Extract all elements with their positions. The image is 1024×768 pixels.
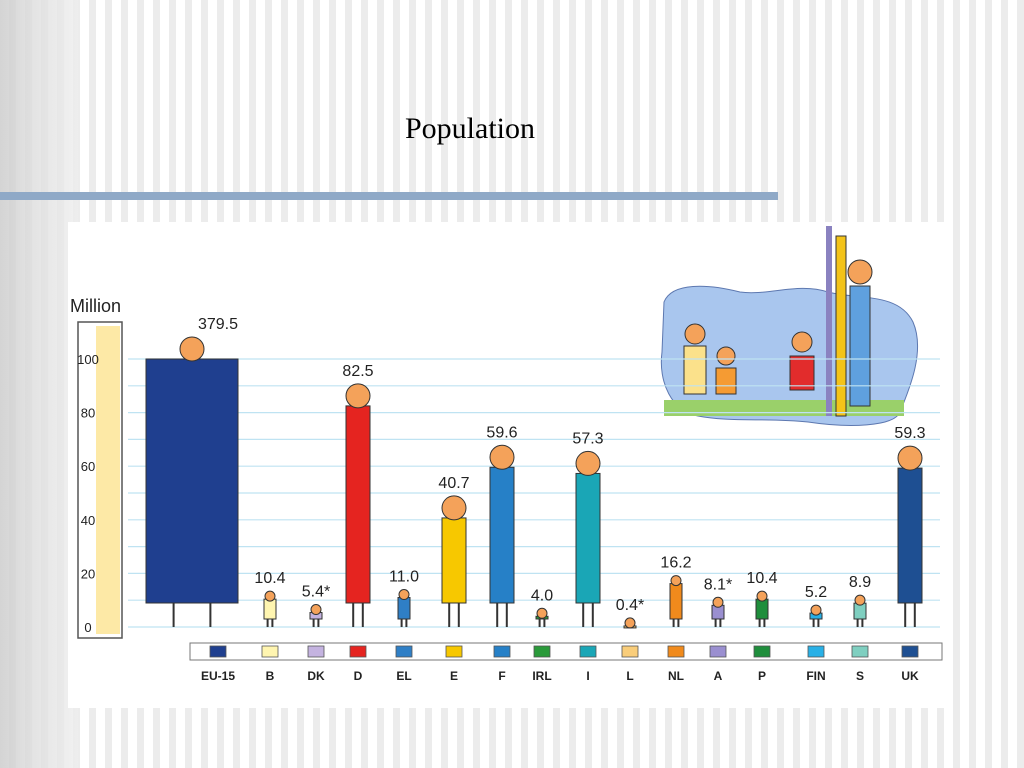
bar-uk [897, 467, 923, 604]
category-label-nl: NL [668, 669, 684, 683]
value-label-p: 10.4 [746, 570, 777, 587]
bar-head [179, 336, 205, 362]
bar-p [755, 598, 769, 620]
category-label-i: I [586, 669, 589, 683]
title-divider [0, 192, 778, 200]
category-label-d: D [354, 669, 363, 683]
value-labels: 379.5 10.4 5.4* 82.5 11.0 40.7 59.6 4.0 57.3 0.4*… [198, 316, 926, 614]
value-label-nl: 16.2 [660, 555, 691, 572]
slide-title: Population [404, 112, 535, 145]
value-label-e: 40.7 [438, 475, 469, 492]
legend-swatch-dk [307, 645, 325, 658]
value-label-l: 0.4* [616, 597, 644, 614]
legend-swatch-uk [901, 645, 919, 658]
category-label-l: L [626, 669, 633, 683]
bar-head [897, 445, 923, 471]
legend-swatch-eu-15 [209, 645, 227, 658]
bar-f [489, 466, 515, 604]
legend-swatch-fin [807, 645, 825, 658]
bar-head [536, 607, 548, 619]
bar-head [712, 596, 724, 608]
value-label-s: 8.9 [849, 574, 871, 591]
category-label-dk: DK [307, 669, 325, 683]
y-axis: Million 0 20 40 60 80 100 [70, 296, 123, 639]
value-label-f: 59.6 [486, 424, 517, 441]
bar-head [670, 575, 682, 587]
bar-head [264, 590, 276, 602]
category-label-irl: IRL [532, 669, 551, 683]
legend-swatch-el [395, 645, 413, 658]
y-tick-label: 60 [81, 459, 95, 474]
category-label-eu-15: EU-15 [201, 669, 235, 683]
bar-b [263, 598, 277, 620]
category-label-el: EL [396, 669, 411, 683]
y-tick-label: 40 [81, 513, 95, 528]
bar-head [441, 495, 467, 521]
legend-swatch-nl [667, 645, 685, 658]
population-chart: Million 0 20 40 60 80 100 379.5 10.4 5.4* 82.5 11… [70, 226, 943, 683]
legend-swatch-b [261, 645, 279, 658]
value-label-el: 11.0 [389, 569, 419, 586]
bar-head [575, 450, 601, 476]
legend-swatch-s [851, 645, 869, 658]
y-tick-label: 80 [81, 406, 95, 421]
category-label-a: A [714, 669, 723, 683]
bar-head [756, 590, 768, 602]
bar-i [575, 472, 601, 604]
bar-head [345, 383, 371, 409]
bar-d [345, 405, 371, 604]
bar-head [489, 444, 515, 470]
value-label-dk: 5.4* [302, 584, 330, 601]
bar-head [310, 604, 322, 616]
bar-head [624, 617, 636, 629]
bar-eu-15 [145, 358, 239, 604]
value-label-i: 57.3 [572, 430, 603, 447]
bar-e [441, 517, 467, 604]
category-label-uk: UK [901, 669, 919, 683]
value-label-b: 10.4 [254, 570, 285, 587]
left-gradient-band [0, 0, 78, 768]
legend-swatch-e [445, 645, 463, 658]
value-label-d: 82.5 [342, 363, 373, 380]
bars [145, 336, 923, 629]
legend-swatch-i [579, 645, 597, 658]
gridlines [128, 358, 940, 628]
legend-swatch-p [753, 645, 771, 658]
category-label-f: F [498, 669, 505, 683]
bar-el [397, 597, 411, 620]
category-label-s: S [856, 669, 864, 683]
bar-head [398, 589, 410, 601]
category-label-p: P [758, 669, 766, 683]
y-tick-label: 100 [77, 352, 99, 367]
legend-swatch-irl [533, 645, 551, 658]
bar-nl [669, 583, 683, 620]
bar-head [854, 594, 866, 606]
value-label-irl: 4.0 [531, 587, 553, 604]
bar-head [810, 604, 822, 616]
value-label-uk: 59.3 [894, 425, 925, 442]
legend-swatch-f [493, 645, 511, 658]
value-label-a: 8.1* [704, 576, 732, 593]
category-label-fin: FIN [806, 669, 825, 683]
legend-swatch-l [621, 645, 639, 658]
legend-swatch-d [349, 645, 367, 658]
y-tick-label: 20 [81, 566, 95, 581]
category-label-e: E [450, 669, 458, 683]
y-tick-label: 0 [84, 620, 91, 635]
value-label-fin: 5.2 [805, 584, 827, 601]
category-labels: EU-15 B DK D EL E F IRL I L NL A P FIN S UK [201, 669, 919, 683]
legend-swatch-a [709, 645, 727, 658]
chart-panel: Million 0 20 40 60 80 100 379.5 10.4 5.4* 82.5 11… [68, 222, 948, 708]
y-axis-label: Million [70, 296, 121, 316]
measuring-illustration [660, 226, 918, 426]
value-label-eu-15: 379.5 [198, 316, 238, 333]
legend-strip [189, 642, 943, 661]
category-label-b: B [266, 669, 275, 683]
